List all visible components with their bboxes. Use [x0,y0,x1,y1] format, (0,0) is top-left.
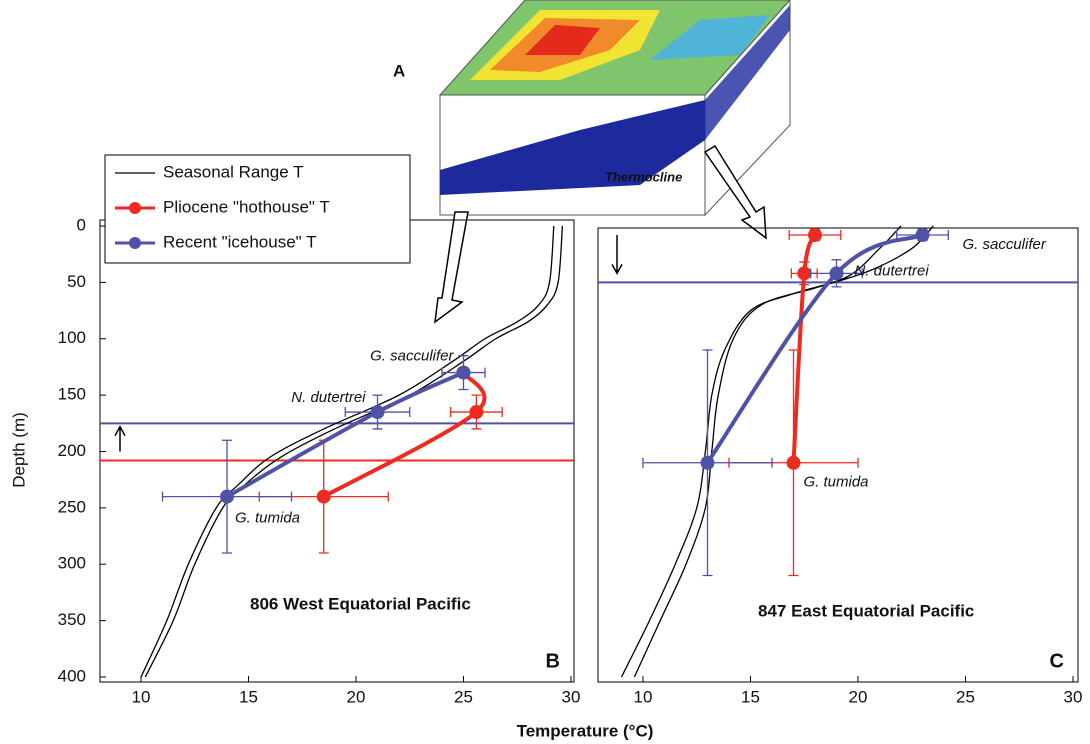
legend-label: Pliocene "hothouse" T [163,197,330,216]
profile-line [705,233,924,464]
legend-label: Seasonal Range T [163,162,304,181]
species-label: G. sacculifer [370,348,454,365]
seasonal-curve [633,225,934,678]
legend-marker [129,202,141,214]
legend-label: Recent "icehouse" T [163,232,317,251]
data-point [469,405,484,420]
diagram-annotation: Thermocline [605,169,682,184]
shift-arrow [611,235,623,275]
ocean-diagram: A Thermocline [393,0,791,217]
y-tick-label: 200 [58,441,86,460]
data-point [316,489,331,504]
x-axis-label: Temperature (°C) [517,721,654,740]
x-tick-label: 25 [454,687,473,706]
data-point [808,228,822,243]
species-label: G. sacculifer [963,236,1047,253]
x-tick-label: 10 [132,687,151,706]
panel-title: 847 East Equatorial Pacific [758,601,974,620]
x-tick-label: 25 [956,687,975,706]
species-label: G. tumida [804,474,869,491]
y-tick-label: 150 [58,385,86,404]
x-tick-label: 20 [347,687,366,706]
x-tick-label: 20 [849,687,868,706]
profile-line [322,371,487,499]
data-point [370,405,385,420]
panel-label: B [546,650,560,672]
data-point [786,455,801,470]
data-point [220,489,234,504]
legend-marker [129,237,141,249]
y-tick-label: 250 [58,497,86,516]
arrow [434,211,469,324]
panel-label: C [1050,650,1064,672]
shift-arrow [114,425,126,452]
y-tick-label: 300 [58,554,86,573]
profile-line [226,370,465,499]
data-point [915,228,930,243]
arrow [703,144,767,240]
y-axis-label: Depth (m) [9,412,28,488]
data-point [829,266,844,281]
x-tick-label: 10 [634,687,653,706]
y-tick-label: 400 [58,666,86,685]
data-point [797,266,812,281]
y-tick-label: 100 [58,328,86,347]
species-label: N. dutertrei [855,262,930,279]
data-point [700,455,715,470]
y-tick-label: 350 [58,610,86,629]
y-tick-label: 0 [77,215,86,234]
x-tick-label: 15 [239,687,258,706]
data-point [456,365,471,380]
x-tick-label: 15 [741,687,760,706]
x-tick-label: 30 [562,687,581,706]
y-tick-label: 50 [67,272,86,291]
legend-box [104,154,411,264]
seasonal-curve [620,225,902,678]
plot-frame [597,227,1079,683]
species-label: N. dutertrei [291,389,366,406]
panel-title: 806 West Equatorial Pacific [250,594,471,613]
x-tick-label: 30 [1064,687,1083,706]
legend: Seasonal Range T Pliocene "hothouse" T Rec… [104,154,411,264]
species-label: G. tumida [235,510,300,527]
diagram-label: A [393,61,405,80]
